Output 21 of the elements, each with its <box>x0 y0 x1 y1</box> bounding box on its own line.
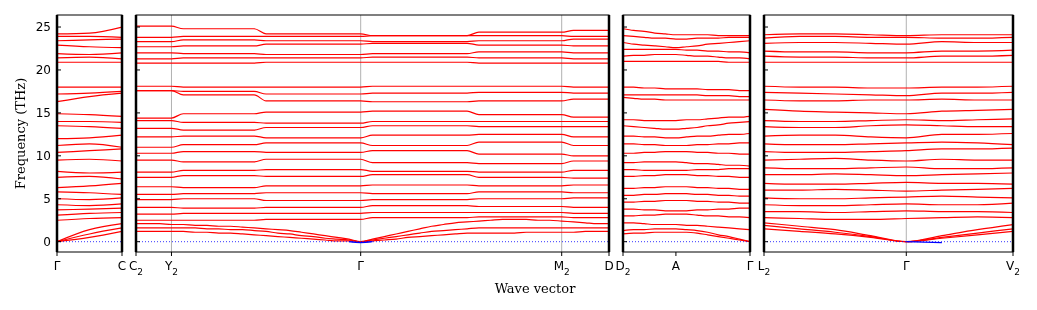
x-tick-label: Γ <box>902 259 910 273</box>
x-tick-label: V$_{2}$ <box>1006 259 1020 277</box>
y-axis-title: Frequency (THz) <box>13 77 28 190</box>
x-tick-label: Y$_{2}$ <box>163 259 179 277</box>
y-tick-label: 5 <box>43 191 51 206</box>
y-tick-label: 15 <box>35 106 51 121</box>
x-tick-label: Γ <box>746 259 754 273</box>
x-tick-label: D <box>604 259 614 273</box>
y-tick-label: 10 <box>35 149 51 164</box>
y-tick-label: 20 <box>35 63 51 78</box>
y-tick-label: 25 <box>35 20 51 35</box>
x-tick-label: L$_{2}$ <box>757 259 771 277</box>
x-tick-label: C$_{2}$ <box>128 259 144 277</box>
x-tick-label: Γ <box>357 259 365 273</box>
x-tick-label: M$_{2}$ <box>553 259 570 277</box>
y-tick-label: 0 <box>43 234 51 249</box>
x-tick-label: Γ <box>53 259 61 273</box>
x-axis-title: Wave vector <box>494 281 577 296</box>
x-tick-label: D$_{2}$ <box>615 259 631 277</box>
x-tick-label: A <box>671 259 681 273</box>
x-tick-label: C <box>117 259 127 273</box>
